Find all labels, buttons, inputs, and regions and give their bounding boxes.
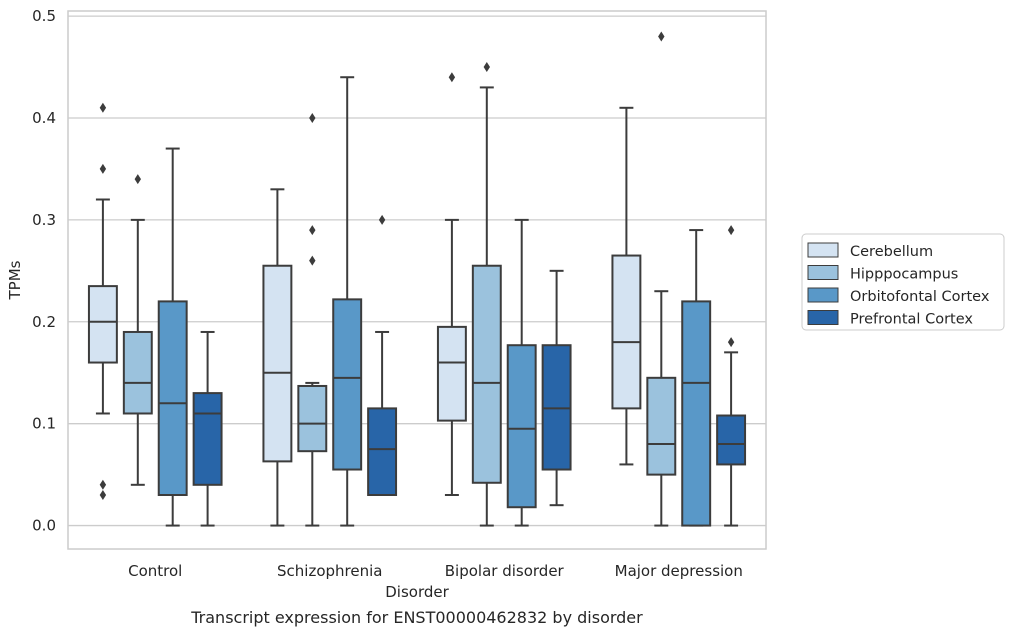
y-axis-title: TPMs xyxy=(6,260,24,300)
iqr-box xyxy=(471,264,502,484)
outlier-point xyxy=(448,72,456,83)
y-tick-label: 0.1 xyxy=(32,415,56,433)
iqr-box xyxy=(541,344,572,471)
outlier-point xyxy=(134,174,141,185)
x-axis-ticks: Control Schizophrenia Bipolar disorder Majo… xyxy=(128,562,743,580)
iqr-box xyxy=(646,376,677,476)
x-tick-label: Control xyxy=(128,562,182,580)
x-axis-title: Disorder xyxy=(385,583,449,601)
iqr-box xyxy=(681,300,712,527)
legend-frame xyxy=(801,233,1005,331)
y-tick-label: 0.2 xyxy=(32,313,56,331)
box-cerebellum-3 xyxy=(611,106,642,466)
outlier-point xyxy=(309,255,316,266)
iqr-box xyxy=(716,414,747,466)
x-tick-label: Schizophrenia xyxy=(277,562,382,580)
box-cerebellum-2 xyxy=(436,72,467,496)
legend: Cerebellum Hipppocampus Orbitofontal Corte… xyxy=(801,233,1005,331)
legend-label: Cerebellum xyxy=(850,244,933,260)
iqr-box xyxy=(122,330,153,415)
outlier-point xyxy=(99,479,107,490)
outlier-point xyxy=(378,214,386,225)
iqr-box xyxy=(87,285,118,364)
iqr-box xyxy=(506,344,537,509)
box-orbitofontal-cortex-1 xyxy=(332,76,363,527)
outlier-point xyxy=(483,62,490,73)
box-hipppocampus-2 xyxy=(471,62,502,527)
outlier-point xyxy=(99,102,107,113)
iqr-box xyxy=(367,407,398,496)
outlier-point xyxy=(727,225,735,236)
box-orbitofontal-cortex-3 xyxy=(681,229,712,527)
iqr-box xyxy=(611,254,642,410)
iqr-box xyxy=(332,298,363,471)
box-prefrontal-cortex-0 xyxy=(192,330,223,527)
y-tick-label: 0.5 xyxy=(32,7,56,25)
y-tick-label: 0.3 xyxy=(32,211,56,229)
iqr-box xyxy=(157,300,188,496)
iqr-box xyxy=(297,384,328,453)
iqr-box xyxy=(262,264,293,463)
box-orbitofontal-cortex-2 xyxy=(506,218,537,527)
box-hipppocampus-1 xyxy=(297,112,328,527)
box-prefrontal-cortex-3 xyxy=(716,225,747,527)
iqr-box xyxy=(192,392,223,486)
legend-label: Prefrontal Cortex xyxy=(850,312,973,328)
outlier-point xyxy=(658,31,665,42)
boxes-layer xyxy=(87,31,747,527)
y-tick-label: 0.0 xyxy=(32,517,56,535)
plot-area-frame xyxy=(67,10,767,550)
x-tick-label: Major depression xyxy=(615,562,743,580)
box-orbitofontal-cortex-0 xyxy=(157,147,188,527)
outlier-point xyxy=(99,489,107,500)
legend-label: Hipppocampus xyxy=(850,267,958,283)
legend-swatch xyxy=(807,242,839,258)
outlier-point xyxy=(309,225,316,236)
box-hipppocampus-0 xyxy=(122,174,153,486)
box-hipppocampus-3 xyxy=(646,31,677,527)
box-cerebellum-0 xyxy=(87,102,118,500)
box-cerebellum-1 xyxy=(262,188,293,527)
y-tick-label: 0.4 xyxy=(32,109,56,127)
legend-label: Orbitofontal Cortex xyxy=(850,289,990,305)
legend-swatch xyxy=(807,287,839,303)
chart-caption: Transcript expression for ENST0000046283… xyxy=(190,608,643,627)
box-prefrontal-cortex-1 xyxy=(367,214,398,496)
box-prefrontal-cortex-2 xyxy=(541,269,572,507)
legend-swatch xyxy=(807,310,839,325)
legend-swatch xyxy=(807,265,839,280)
outlier-point xyxy=(309,112,316,123)
iqr-box xyxy=(436,325,467,422)
y-axis-ticks: 0.0 0.1 0.2 0.3 0.4 0.5 xyxy=(32,7,56,534)
outlier-point xyxy=(99,163,107,174)
outlier-point xyxy=(727,337,735,348)
x-tick-label: Bipolar disorder xyxy=(445,562,565,580)
